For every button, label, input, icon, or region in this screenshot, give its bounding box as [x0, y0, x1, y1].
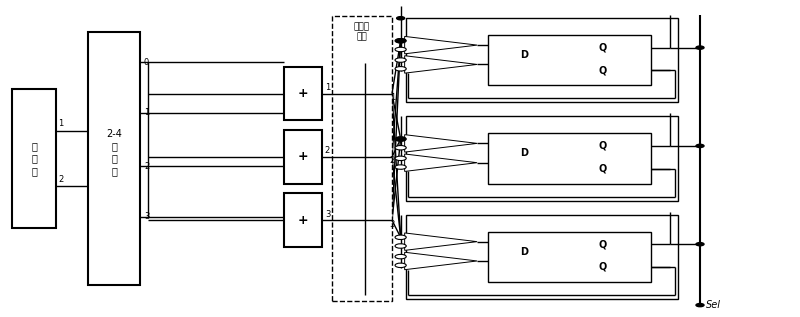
Text: 2: 2: [390, 156, 395, 165]
Circle shape: [396, 39, 406, 43]
Circle shape: [395, 263, 406, 268]
Text: 计
数
器: 计 数 器: [31, 141, 37, 176]
Text: 1: 1: [390, 93, 395, 102]
Text: D: D: [520, 50, 528, 60]
Text: 3: 3: [144, 212, 150, 221]
Circle shape: [696, 144, 704, 147]
Circle shape: [395, 244, 406, 248]
Text: +: +: [298, 150, 309, 164]
Text: Q: Q: [598, 42, 606, 53]
Text: Q: Q: [598, 141, 606, 151]
Text: 1: 1: [58, 119, 64, 128]
Text: 可配置
网络: 可配置 网络: [354, 22, 370, 42]
Text: Q: Q: [598, 65, 606, 75]
FancyBboxPatch shape: [12, 89, 56, 228]
FancyBboxPatch shape: [488, 133, 651, 184]
Polygon shape: [405, 154, 477, 171]
Text: 2: 2: [325, 146, 330, 155]
FancyBboxPatch shape: [332, 16, 392, 301]
Circle shape: [395, 254, 406, 259]
Text: D: D: [520, 247, 528, 257]
Text: 2: 2: [144, 162, 150, 171]
FancyBboxPatch shape: [284, 67, 322, 120]
Polygon shape: [405, 252, 477, 270]
Text: D: D: [520, 148, 528, 158]
Text: +: +: [298, 87, 309, 100]
FancyBboxPatch shape: [488, 35, 651, 86]
Text: 3: 3: [390, 220, 395, 229]
Polygon shape: [405, 56, 477, 73]
FancyBboxPatch shape: [488, 231, 651, 282]
Text: 0: 0: [144, 58, 150, 67]
Circle shape: [396, 137, 406, 141]
Text: +: +: [298, 214, 309, 227]
Text: 1: 1: [325, 83, 330, 92]
FancyBboxPatch shape: [406, 18, 678, 102]
Text: 3: 3: [325, 210, 330, 218]
FancyBboxPatch shape: [284, 130, 322, 184]
Text: Sel: Sel: [706, 300, 722, 310]
Text: Q: Q: [598, 239, 606, 249]
Text: Q: Q: [598, 262, 606, 272]
Circle shape: [395, 47, 406, 52]
Text: 1: 1: [144, 108, 150, 117]
Text: 2-4
译
码
器: 2-4 译 码 器: [106, 129, 122, 176]
Polygon shape: [405, 36, 477, 54]
FancyBboxPatch shape: [88, 32, 140, 285]
Circle shape: [696, 46, 704, 49]
Circle shape: [696, 243, 704, 246]
Circle shape: [395, 58, 406, 62]
FancyBboxPatch shape: [406, 215, 678, 299]
Circle shape: [395, 137, 406, 141]
Circle shape: [395, 235, 406, 240]
Circle shape: [696, 304, 704, 307]
Circle shape: [395, 156, 406, 160]
Polygon shape: [405, 233, 477, 250]
FancyBboxPatch shape: [406, 116, 678, 201]
Circle shape: [397, 16, 405, 20]
Circle shape: [395, 146, 406, 150]
Circle shape: [395, 39, 406, 43]
Circle shape: [395, 67, 406, 71]
Text: Q: Q: [598, 164, 606, 174]
FancyBboxPatch shape: [284, 193, 322, 247]
Text: 2: 2: [58, 175, 64, 184]
Polygon shape: [405, 135, 477, 152]
Circle shape: [395, 165, 406, 169]
